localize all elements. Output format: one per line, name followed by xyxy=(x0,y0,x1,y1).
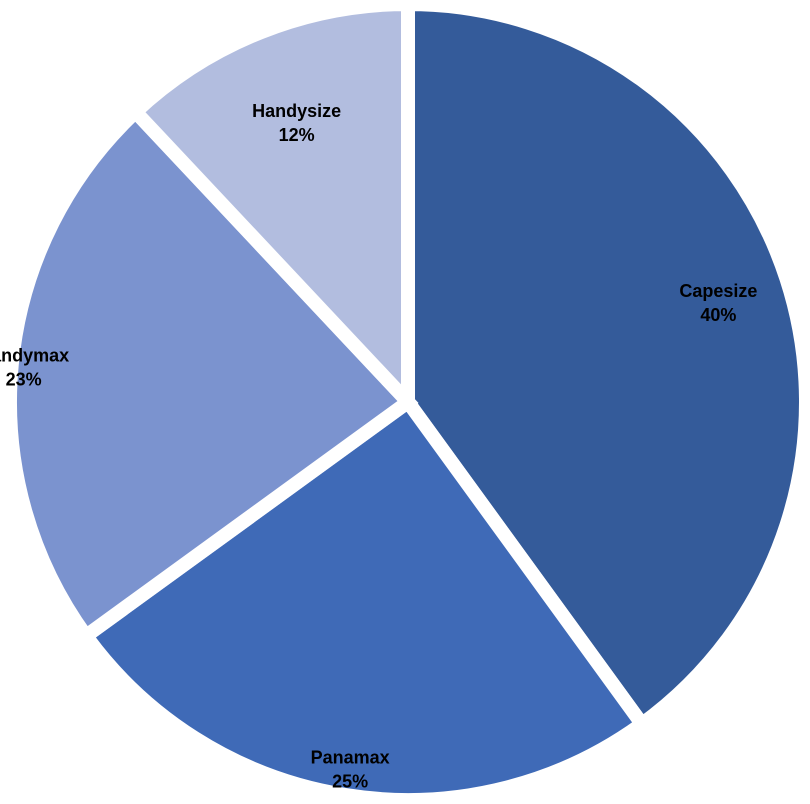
slice-value-handysize: 12% xyxy=(279,125,315,145)
slice-capesize xyxy=(401,0,810,734)
slice-label-handymax: Handymax xyxy=(0,346,69,366)
slice-label-handysize: Handysize xyxy=(252,101,341,121)
slice-label-panamax: Panamax xyxy=(311,748,390,768)
slice-label-capesize: Capesize xyxy=(679,281,757,301)
slice-value-panamax: 25% xyxy=(332,772,368,792)
slice-value-capesize: 40% xyxy=(700,305,736,325)
slice-handysize xyxy=(125,0,415,420)
slice-handymax xyxy=(3,101,419,646)
slice-panamax xyxy=(76,392,652,804)
pie-slices xyxy=(3,0,810,804)
pie-labels: Capesize 40% Panamax 25% Handymax 23% Handysiz… xyxy=(0,101,757,792)
slice-value-handymax: 23% xyxy=(6,370,42,390)
